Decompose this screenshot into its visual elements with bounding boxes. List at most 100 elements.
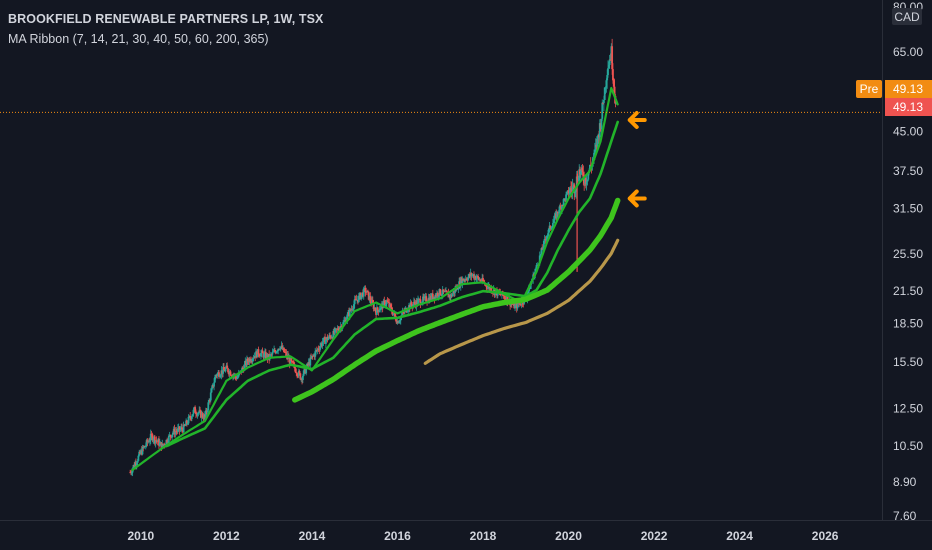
candle-body — [337, 328, 340, 331]
candle-body — [419, 299, 422, 305]
candle-body — [604, 87, 607, 89]
candle-body — [149, 433, 152, 441]
candle-body — [275, 351, 278, 354]
pre-market-label: Pre — [860, 82, 879, 96]
arrow-left-icon — [627, 111, 647, 130]
candle-body — [213, 382, 215, 387]
candle-body — [237, 376, 239, 379]
candle-body — [198, 410, 201, 413]
candle-body — [191, 414, 194, 417]
candle-body — [403, 312, 405, 314]
candle-body — [425, 296, 428, 302]
candle-body — [208, 400, 211, 403]
candle-body — [158, 442, 161, 446]
candle-body — [562, 199, 565, 206]
candle-body — [552, 223, 554, 228]
candle-body — [223, 367, 225, 370]
candle-body — [153, 436, 156, 443]
candle-body — [504, 297, 507, 299]
candle-body — [482, 277, 484, 282]
candle-body — [151, 434, 154, 441]
candle-body — [309, 357, 312, 366]
candle-body — [561, 205, 563, 210]
candle-body — [594, 144, 597, 150]
candle-body — [189, 416, 192, 418]
candle-body — [158, 439, 160, 446]
candle-body — [155, 440, 158, 442]
candle-body — [596, 136, 599, 147]
candle-body — [214, 375, 217, 378]
candle-body — [183, 424, 186, 426]
price-tick-label: 18.50 — [893, 317, 923, 331]
candle-body — [348, 309, 351, 317]
candle-body — [360, 294, 363, 300]
price-axis[interactable]: 80.0065.0045.0037.5031.5025.5021.5018.50… — [856, 0, 932, 523]
last-price-badge — [885, 98, 932, 116]
candle-body — [279, 346, 282, 349]
candle-body — [260, 353, 262, 357]
candle-body — [219, 375, 222, 377]
candle-body — [141, 446, 144, 455]
moving-average-lines — [131, 86, 621, 472]
candle-body — [547, 233, 549, 236]
candle-body — [585, 181, 588, 185]
candle-body — [417, 299, 419, 305]
candle-body — [149, 440, 151, 442]
candle-body — [169, 434, 172, 437]
candle-body — [369, 296, 372, 301]
candle-body — [152, 439, 155, 441]
candle-body — [272, 351, 275, 353]
time-axis[interactable]: 2010 2012 2014 2016 2018 2020 2022 2024 2026 — [0, 520, 932, 544]
candle-body — [474, 276, 477, 280]
candlesticks — [129, 38, 618, 477]
candle-body — [246, 358, 248, 366]
candle-body — [290, 358, 293, 361]
candle-body — [503, 295, 506, 298]
candle-body — [519, 303, 521, 305]
candle-body — [464, 279, 466, 281]
candle-body — [542, 240, 545, 249]
candle-body — [329, 335, 331, 337]
candle-body — [236, 378, 238, 379]
candle-body — [467, 276, 470, 281]
candle-body — [237, 373, 240, 377]
candle-body — [519, 304, 522, 306]
candle-body — [138, 451, 141, 456]
candle-body — [565, 192, 568, 195]
candle-body — [445, 290, 448, 293]
price-tick-label: 12.50 — [893, 401, 923, 415]
candle-body — [407, 309, 410, 312]
candle-body — [271, 352, 274, 355]
candle-body — [192, 409, 195, 415]
time-tick-label: 2010 — [128, 529, 155, 543]
candle-body — [568, 192, 571, 194]
candle-body — [553, 215, 556, 221]
candle-body — [144, 445, 147, 447]
candle-body — [549, 225, 552, 230]
candle-body — [558, 206, 561, 213]
candle-body — [387, 301, 390, 303]
indicator-label[interactable]: MA Ribbon (7, 14, 21, 30, 40, 50, 60, 20… — [8, 32, 269, 46]
candle-body — [578, 169, 581, 181]
candle-body — [575, 187, 577, 192]
candle-body — [235, 376, 238, 379]
candle-body — [222, 367, 225, 374]
candle-body — [154, 440, 157, 443]
symbol-title[interactable]: BROOKFIELD RENEWABLE PARTNERS LP, 1W, TS… — [8, 12, 324, 26]
candle-body — [196, 413, 199, 416]
candle-body — [412, 304, 414, 308]
currency-label[interactable]: CAD — [894, 10, 920, 24]
candle-body — [547, 228, 550, 234]
candle-body — [374, 307, 377, 311]
candle-body — [352, 304, 355, 310]
candle-body — [413, 301, 416, 304]
candle-body — [346, 314, 349, 320]
candle-body — [294, 368, 297, 373]
candle-body — [289, 358, 292, 364]
candle-body — [292, 363, 295, 365]
candle-body — [584, 177, 587, 185]
candle-body — [574, 191, 577, 193]
currency-badge[interactable] — [892, 8, 922, 25]
candle-body — [321, 342, 324, 346]
